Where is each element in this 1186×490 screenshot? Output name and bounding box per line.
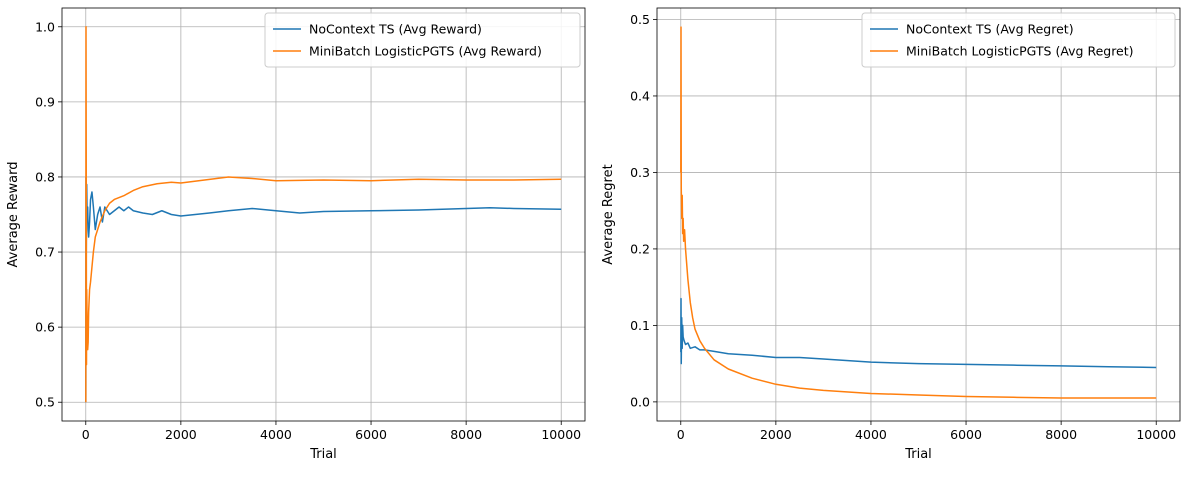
series-line-2 <box>680 26 1157 399</box>
legend-box <box>264 12 581 68</box>
y-tick-label: 0.0 <box>630 394 650 409</box>
y-tick-label: 1.0 <box>35 19 55 34</box>
y-tick-label: 0.3 <box>630 165 650 180</box>
y-tick-label: 0.6 <box>35 320 55 335</box>
y-tick-label: 0.8 <box>35 169 55 184</box>
x-tick-label: 2000 <box>760 427 792 442</box>
y-tick-label: 0.7 <box>35 245 55 260</box>
legend: NoContext TS (Avg Regret) MiniBatch Logis… <box>861 12 1176 68</box>
series-line-2 <box>85 26 562 403</box>
x-axis-label: Trial <box>309 447 337 462</box>
axes-frame <box>61 7 586 422</box>
legend-label-2: MiniBatch LogisticPGTS (Avg Regret) <box>906 44 1134 59</box>
axes-frame <box>656 7 1181 422</box>
y-tick-label: 0.9 <box>35 94 55 109</box>
x-tick-label: 0 <box>82 427 90 442</box>
x-tick-label: 8000 <box>1045 427 1077 442</box>
x-tick-label: 6000 <box>950 427 982 442</box>
x-tick-label: 0 <box>677 427 685 442</box>
x-tick-label: 4000 <box>855 427 887 442</box>
y-axis-label: Average Regret <box>601 164 616 264</box>
chart-panel-1: 0 2000 4000 6000 8000 10000 0.5 0.6 0.7 0.8 0.9 1.0… <box>6 7 586 462</box>
chart-panel-2: 0 2000 4000 6000 8000 10000 0.0 0.1 0.2 0.3 0.4 0.5… <box>601 7 1181 462</box>
legend-label-2: MiniBatch LogisticPGTS (Avg Reward) <box>309 44 542 59</box>
y-tick-label: 0.2 <box>630 241 650 256</box>
x-tick-label: 8000 <box>450 427 482 442</box>
x-tick-label: 10000 <box>541 427 581 442</box>
x-axis-label: Trial <box>904 447 932 462</box>
x-tick-label: 4000 <box>260 427 292 442</box>
x-tick-label: 6000 <box>355 427 387 442</box>
y-tick-label: 0.4 <box>630 88 650 103</box>
series-line-1 <box>85 176 562 403</box>
legend-label-1: NoContext TS (Avg Regret) <box>906 22 1074 37</box>
legend-label-1: NoContext TS (Avg Reward) <box>309 22 482 37</box>
legend: NoContext TS (Avg Reward) MiniBatch Logis… <box>264 12 581 68</box>
y-tick-label: 0.5 <box>630 12 650 27</box>
y-tick-label: 0.5 <box>35 395 55 410</box>
legend-box <box>861 12 1176 68</box>
y-axis-label: Average Reward <box>6 162 21 268</box>
x-tick-label: 10000 <box>1136 427 1176 442</box>
series-line-1 <box>680 297 1157 369</box>
y-tick-label: 0.1 <box>630 318 650 333</box>
x-tick-label: 2000 <box>165 427 197 442</box>
